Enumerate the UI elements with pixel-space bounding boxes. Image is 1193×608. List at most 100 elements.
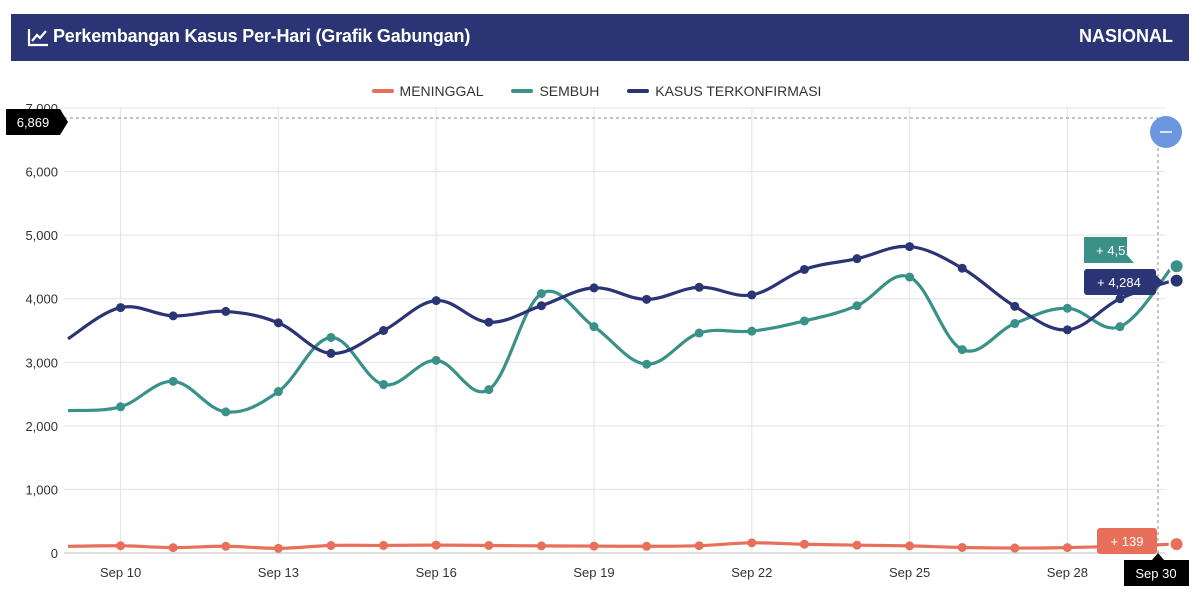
legend-item-meninggal[interactable]: MENINGGAL: [371, 83, 484, 99]
series-point-terkonfirmasi[interactable]: [694, 282, 704, 292]
x-tick-label: Sep 28: [1047, 565, 1088, 580]
series-point-meninggal[interactable]: [116, 541, 126, 551]
series-point-meninggal[interactable]: [1010, 543, 1020, 553]
series-point-sembuh[interactable]: [694, 328, 704, 338]
collapse-button[interactable]: [1150, 116, 1182, 148]
series-point-sembuh[interactable]: [484, 385, 494, 395]
series-point-terkonfirmasi[interactable]: [379, 326, 389, 335]
y-crosshair-label-box: [6, 109, 68, 135]
legend-item-sembuh[interactable]: SEMBUH: [511, 83, 599, 99]
series-point-sembuh[interactable]: [431, 355, 441, 365]
series-point-meninggal[interactable]: [484, 540, 494, 550]
grid-lines: [64, 107, 1165, 554]
series-point-sembuh[interactable]: [957, 345, 967, 355]
x-tick-label: Sep 10: [100, 565, 141, 580]
series-point-sembuh[interactable]: [379, 380, 389, 390]
series-point-terkonfirmasi-active[interactable]: [1168, 272, 1185, 289]
series-point-terkonfirmasi[interactable]: [747, 290, 757, 300]
line-chart-icon: [27, 29, 48, 47]
legend-swatch-meninggal: [371, 89, 394, 93]
tooltip-meninggal-value: + 139: [1111, 534, 1144, 549]
series-point-meninggal[interactable]: [1062, 543, 1072, 553]
legend-swatch-terkonfirmasi: [627, 89, 650, 93]
series-point-meninggal[interactable]: [747, 538, 757, 548]
series-point-terkonfirmasi[interactable]: [484, 317, 494, 327]
series-point-meninggal[interactable]: [379, 540, 389, 550]
series-point-terkonfirmasi[interactable]: [168, 311, 178, 321]
series-point-terkonfirmasi[interactable]: [326, 348, 336, 358]
series-point-terkonfirmasi[interactable]: [1115, 294, 1125, 304]
series-point-meninggal[interactable]: [642, 541, 652, 551]
series-point-terkonfirmasi[interactable]: [431, 296, 441, 306]
series-point-terkonfirmasi[interactable]: [852, 254, 862, 264]
series-point-sembuh[interactable]: [852, 301, 862, 311]
x-tick-label: Sep 19: [573, 565, 614, 580]
series-point-terkonfirmasi[interactable]: [221, 306, 231, 316]
scope-label: NASIONAL: [1079, 26, 1173, 46]
series-point-meninggal[interactable]: [957, 542, 967, 552]
series-point-sembuh[interactable]: [905, 272, 915, 282]
series-point-terkonfirmasi[interactable]: [957, 263, 967, 273]
series-point-sembuh[interactable]: [589, 322, 599, 332]
series-point-sembuh[interactable]: [642, 359, 652, 369]
series-point-terkonfirmasi[interactable]: [905, 242, 915, 252]
legend-swatch-sembuh: [511, 89, 534, 93]
series-point-sembuh[interactable]: [536, 289, 546, 299]
series-point-terkonfirmasi[interactable]: [642, 294, 652, 304]
series-lines: [67, 244, 1174, 550]
x-tick-label: Sep 13: [258, 565, 299, 580]
y-tick-label: 2,000: [25, 419, 58, 434]
x-crosshair-label: Sep 30: [1135, 566, 1176, 581]
series-point-sembuh[interactable]: [1010, 319, 1020, 329]
y-tick-label: 4,000: [25, 292, 58, 307]
series-point-meninggal[interactable]: [852, 540, 862, 550]
y-tick-label: 6,000: [25, 165, 58, 180]
series-point-meninggal[interactable]: [536, 541, 546, 551]
series-point-meninggal[interactable]: [326, 540, 336, 550]
series-point-meninggal[interactable]: [694, 541, 704, 551]
series-point-meninggal[interactable]: [431, 540, 441, 550]
series-point-meninggal-active[interactable]: [1168, 536, 1185, 553]
legend-label-sembuh: SEMBUH: [539, 83, 600, 99]
series-point-meninggal[interactable]: [589, 541, 599, 551]
series-point-meninggal[interactable]: [905, 541, 915, 551]
series-point-terkonfirmasi[interactable]: [536, 301, 546, 311]
x-tick-label: Sep 25: [889, 565, 930, 580]
series-points: [116, 242, 1185, 553]
series-point-meninggal[interactable]: [273, 543, 283, 553]
series-point-sembuh[interactable]: [168, 376, 178, 386]
tooltip-meninggal: + 139: [1097, 528, 1157, 554]
series-point-terkonfirmasi[interactable]: [799, 264, 809, 274]
y-crosshair-label: 6,869: [17, 115, 50, 130]
series-point-sembuh[interactable]: [1115, 322, 1125, 332]
chart-title: Perkembangan Kasus Per-Hari (Grafik Gabu…: [53, 26, 471, 46]
chart-legend: MENINGGAL SEMBUH KASUS TERKONFIRMASI: [0, 80, 1193, 99]
tooltip-sembuh-value: + 4,510: [1096, 243, 1140, 258]
y-tick-label: 5,000: [25, 228, 58, 243]
series-point-sembuh[interactable]: [221, 407, 231, 417]
x-crosshair-label-box: [1124, 553, 1189, 586]
series-point-meninggal[interactable]: [221, 541, 231, 551]
series-point-sembuh[interactable]: [273, 387, 283, 397]
series-point-meninggal[interactable]: [168, 543, 178, 553]
series-point-terkonfirmasi[interactable]: [273, 318, 283, 328]
series-point-sembuh-active[interactable]: [1168, 258, 1185, 275]
series-point-sembuh[interactable]: [116, 402, 126, 412]
x-tick-label: Sep 16: [416, 565, 457, 580]
series-point-sembuh[interactable]: [799, 316, 809, 326]
series-point-terkonfirmasi[interactable]: [1062, 325, 1072, 335]
series-point-sembuh[interactable]: [747, 326, 757, 336]
series-point-terkonfirmasi[interactable]: [1010, 301, 1020, 311]
series-point-terkonfirmasi[interactable]: [116, 303, 126, 313]
series-point-sembuh[interactable]: [326, 332, 336, 342]
series-point-sembuh[interactable]: [1062, 303, 1072, 313]
x-tick-label: Sep 22: [731, 565, 772, 580]
x-axis-ticks: Sep 10 Sep 13 Sep 16 Sep 19 Sep 22 Sep 25 Sep …: [100, 565, 1088, 580]
series-point-meninggal[interactable]: [799, 539, 809, 549]
legend-label-meninggal: MENINGGAL: [399, 83, 484, 99]
series-line-meninggal: [67, 541, 1173, 550]
legend-item-terkonfirmasi[interactable]: KASUS TERKONFIRMASI: [627, 83, 821, 99]
series-point-terkonfirmasi[interactable]: [589, 283, 599, 293]
